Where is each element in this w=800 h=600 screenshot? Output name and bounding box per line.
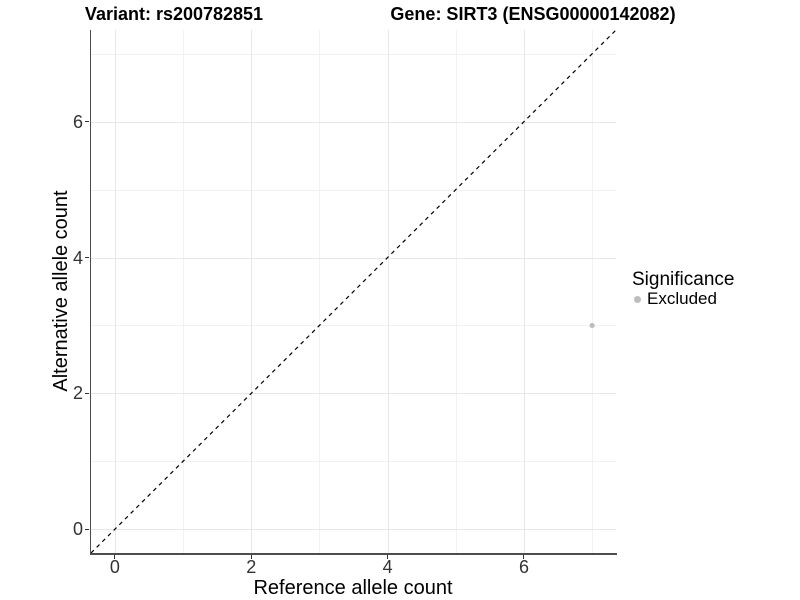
y-axis-tick	[85, 121, 89, 123]
y-tick-label: 2	[72, 383, 83, 404]
x-axis-tick	[114, 555, 116, 559]
x-axis-title: Reference allele count	[253, 577, 453, 599]
x-tick-label: 0	[109, 557, 120, 577]
x-tick-label: 2	[246, 557, 257, 577]
y-tick-label: 4	[72, 247, 83, 268]
y-axis-tick	[85, 528, 89, 530]
y-tick-label: 6	[72, 111, 83, 132]
legend-item-label: Excluded	[647, 289, 717, 308]
identity-line	[90, 29, 617, 554]
legend-point-icon	[634, 295, 641, 303]
x-axis-tick	[523, 555, 525, 559]
x-tick-label: 4	[382, 557, 393, 577]
gene-title: Gene: SIRT3 (ENSG00000142082)	[390, 4, 676, 24]
x-axis-tick	[387, 555, 389, 559]
x-axis-tick	[250, 555, 252, 559]
data-point	[589, 322, 595, 329]
plot-svg	[90, 29, 617, 554]
x-tick-label: 6	[518, 557, 529, 577]
legend-item: Excluded	[632, 290, 734, 308]
y-axis-tick	[85, 257, 89, 259]
y-tick-label: 0	[72, 519, 83, 540]
variant-title: Variant: rs200782851	[84, 4, 264, 24]
y-axis-tick	[85, 392, 89, 394]
x-axis-line	[89, 553, 617, 555]
legend: Significance Excluded	[632, 270, 734, 308]
legend-title: Significance	[632, 269, 735, 290]
y-axis-title: Alternative allele count	[50, 190, 72, 392]
plot-panel	[90, 29, 617, 554]
y-axis-line	[89, 30, 91, 555]
